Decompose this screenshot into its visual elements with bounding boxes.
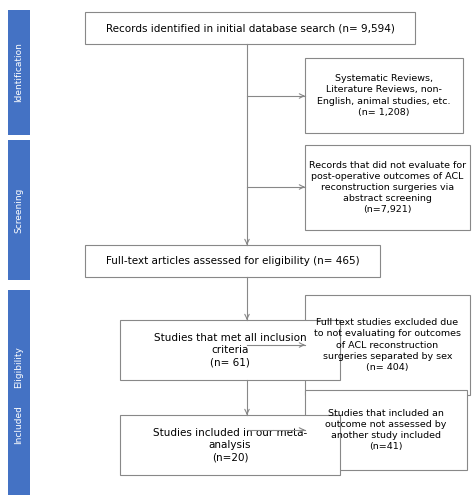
Bar	[8, 10, 30, 135]
Bar	[8, 355, 30, 495]
Bar	[305, 58, 463, 133]
Text: Full text studies excluded due
to not evaluating for outcomes
of ACL reconstruct: Full text studies excluded due to not ev…	[314, 318, 461, 372]
Text: Identification: Identification	[15, 42, 24, 102]
Bar	[85, 245, 380, 277]
Text: Screening: Screening	[15, 187, 24, 233]
Bar	[305, 295, 470, 395]
Bar	[305, 390, 467, 470]
Text: Studies that included an
outcome not assessed by
another study included
(n=41): Studies that included an outcome not ass…	[325, 409, 447, 451]
Bar	[120, 415, 340, 475]
Bar	[305, 145, 470, 230]
Bar	[8, 140, 30, 280]
Text: Records that did not evaluate for
post-operative outcomes of ACL
reconstruction : Records that did not evaluate for post-o…	[309, 161, 466, 214]
Text: Full-text articles assessed for eligibility (n= 465): Full-text articles assessed for eligibil…	[106, 256, 359, 266]
Bar	[8, 290, 30, 445]
Text: Records identified in initial database search (n= 9,594): Records identified in initial database s…	[106, 23, 394, 33]
Bar	[120, 320, 340, 380]
Text: Systematic Reviews,
Literature Reviews, non-
English, animal studies, etc.
(n= 1: Systematic Reviews, Literature Reviews, …	[317, 74, 451, 117]
Text: Included: Included	[15, 406, 24, 445]
Bar	[85, 12, 415, 44]
Text: Eligibility: Eligibility	[15, 347, 24, 388]
Text: Studies included in our meta-
analysis
(n=20): Studies included in our meta- analysis (…	[153, 428, 307, 463]
Text: Studies that met all inclusion
criteria
(n= 61): Studies that met all inclusion criteria …	[154, 333, 306, 367]
